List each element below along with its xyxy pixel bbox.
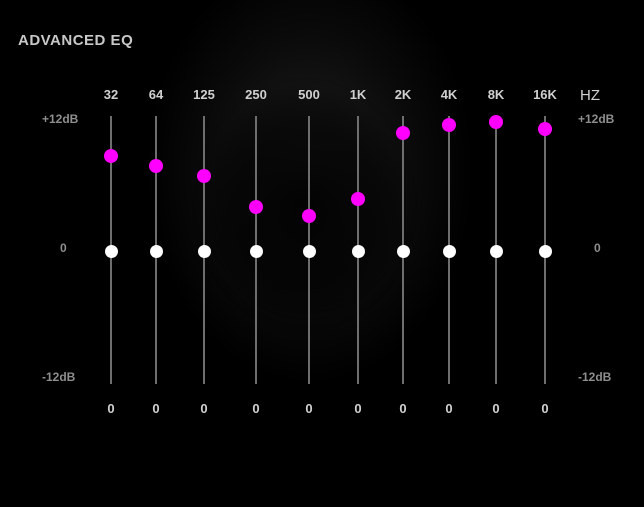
band-frequency-label: 1K [349, 87, 367, 102]
band-frequency-label: 500 [298, 87, 320, 102]
band-gain-handle[interactable] [489, 115, 503, 130]
band-zero-handle[interactable] [442, 245, 456, 258]
scale-top-right: +12dB [578, 112, 615, 126]
band-gain-handle[interactable] [104, 149, 118, 164]
band-frequency-label: 64 [148, 87, 164, 102]
panel-title: ADVANCED EQ [18, 32, 134, 49]
band-gain-handle[interactable] [249, 200, 263, 215]
band-gain-handle[interactable] [149, 158, 163, 173]
scale-bottom-right: -12dB [578, 370, 612, 384]
band-value-label: 0 [492, 401, 500, 416]
scale-zero-left: 0 [60, 241, 67, 255]
scale-zero-right: 0 [594, 241, 601, 255]
band-frequency-label: 250 [245, 87, 267, 102]
band-zero-handle[interactable] [396, 245, 410, 258]
band-zero-handle[interactable] [302, 245, 316, 258]
band-zero-handle[interactable] [149, 245, 163, 258]
band-zero-handle[interactable] [104, 245, 118, 258]
band-value-label: 0 [445, 401, 453, 416]
band-value-label: 0 [354, 401, 362, 416]
band-frequency-label: 4K [440, 87, 458, 102]
band-frequency-label: 32 [103, 87, 119, 102]
band-zero-handle[interactable] [351, 245, 365, 258]
band-gain-handle[interactable] [396, 126, 410, 141]
band-gain-handle[interactable] [538, 121, 552, 136]
band-value-label: 0 [107, 401, 115, 416]
band-zero-handle[interactable] [249, 245, 263, 258]
band-gain-handle[interactable] [197, 168, 211, 183]
band-gain-handle[interactable] [351, 191, 365, 206]
band-frequency-label: 16K [533, 87, 557, 102]
band-frequency-label: 125 [193, 87, 215, 102]
scale-bottom-left: -12dB [42, 370, 76, 384]
band-gain-handle[interactable] [302, 209, 316, 224]
band-value-label: 0 [200, 401, 208, 416]
band-zero-handle[interactable] [197, 245, 211, 258]
band-zero-handle[interactable] [489, 245, 503, 258]
band-value-label: 0 [152, 401, 160, 416]
band-value-label: 0 [541, 401, 549, 416]
band-value-label: 0 [399, 401, 407, 416]
band-zero-handle[interactable] [538, 245, 552, 258]
band-frequency-label: 2K [394, 87, 412, 102]
band-value-label: 0 [305, 401, 313, 416]
background-shadow [205, 90, 405, 320]
band-gain-handle[interactable] [442, 118, 456, 133]
band-value-label: 0 [252, 401, 260, 416]
band-frequency-label: 8K [487, 87, 505, 102]
frequency-unit-label: HZ [580, 87, 600, 104]
scale-top-left: +12dB [42, 112, 79, 126]
